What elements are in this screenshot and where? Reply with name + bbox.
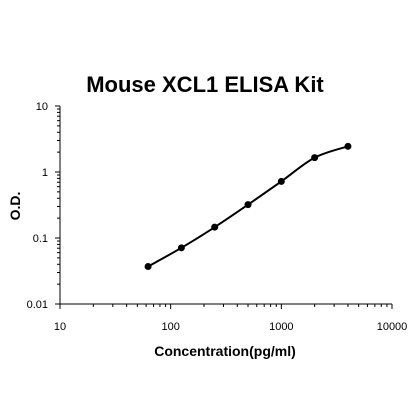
data-point <box>277 177 285 185</box>
data-point <box>177 244 185 252</box>
x-axis-label: Concentration(pg/ml) <box>154 343 296 359</box>
x-tick-label: 100 <box>161 321 179 333</box>
data-point <box>311 154 319 162</box>
y-axis-label: O.D. <box>7 192 23 221</box>
tick-marks <box>55 105 393 309</box>
y-tick-label: 1 <box>42 167 48 179</box>
x-tick-label: 10 <box>54 321 66 333</box>
axes <box>59 106 392 305</box>
chart-title: Mouse XCL1 ELISA Kit <box>86 72 324 97</box>
data-point <box>244 201 252 209</box>
data-point <box>144 262 152 270</box>
y-tick-label: 0.01 <box>27 299 48 311</box>
tick-labels: 0.01 0.1 1 10 10 100 1000 10000 <box>27 101 408 333</box>
data-point <box>344 142 352 150</box>
data-point <box>211 223 219 231</box>
x-tick-label: 1000 <box>269 321 293 333</box>
y-tick-label: 10 <box>36 101 48 113</box>
y-tick-label: 0.1 <box>33 233 48 245</box>
data-points <box>144 142 352 270</box>
x-tick-label: 10000 <box>377 321 408 333</box>
